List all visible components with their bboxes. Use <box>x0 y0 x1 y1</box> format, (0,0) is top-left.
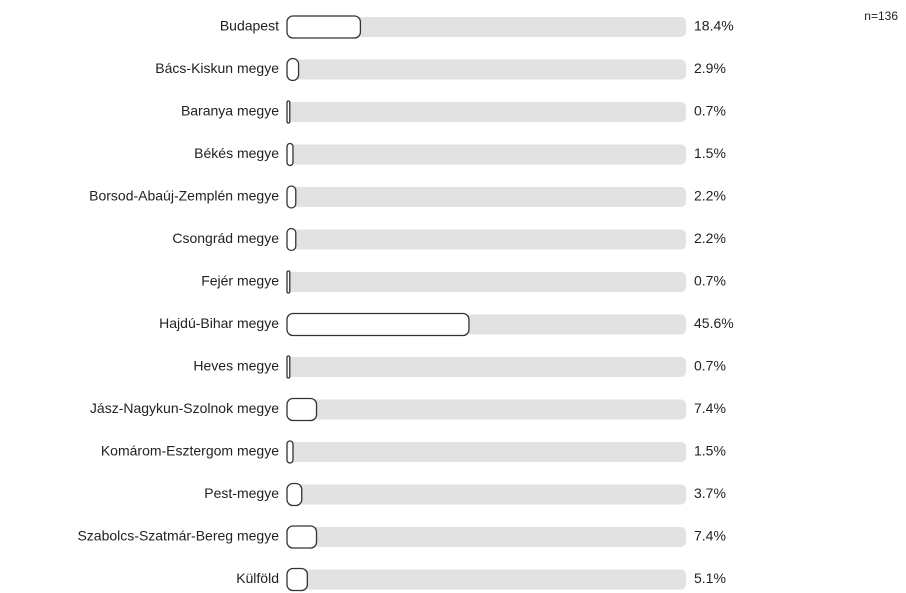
bar-track <box>287 17 686 37</box>
category-label: Hajdú-Bihar megye <box>159 315 279 331</box>
bar <box>286 355 291 379</box>
bar-track <box>287 527 686 547</box>
bar <box>286 185 297 209</box>
category-label: Külföld <box>236 570 279 586</box>
bar <box>286 142 294 167</box>
bar-track <box>287 569 686 590</box>
value-label: 5.1% <box>694 570 726 586</box>
category-label: Szabolcs-Szatmár-Bereg megye <box>77 528 279 544</box>
bar-track <box>287 357 686 377</box>
category-label: Borsod-Abaúj-Zemplén megye <box>89 188 279 204</box>
bar <box>286 525 318 549</box>
category-label: Baranya megye <box>181 103 279 119</box>
bar-track <box>287 442 686 462</box>
category-label: Bács-Kiskun megye <box>155 60 279 76</box>
category-label: Fejér megye <box>201 273 279 289</box>
value-label: 7.4% <box>694 400 726 416</box>
sample-size: n=136 <box>864 9 898 23</box>
category-label: Pest-megye <box>204 485 279 501</box>
value-label: 0.7% <box>694 103 726 119</box>
bar <box>286 57 300 82</box>
value-label: 1.5% <box>694 443 726 459</box>
category-label: Komárom-Esztergom megye <box>101 443 279 459</box>
bar-track <box>287 229 686 250</box>
category-label: Heves megye <box>193 358 279 374</box>
value-label: 2.2% <box>694 230 726 246</box>
bar <box>286 270 291 294</box>
bar-track <box>287 59 686 80</box>
bar-track <box>287 102 686 122</box>
bar-track <box>287 144 686 165</box>
bar <box>286 100 291 124</box>
value-label: 2.2% <box>694 188 726 204</box>
value-label: 45.6% <box>694 315 734 331</box>
category-label: Jász-Nagykun-Szolnok megye <box>90 400 279 416</box>
bar <box>286 482 303 507</box>
value-label: 3.7% <box>694 485 726 501</box>
bar <box>286 227 297 252</box>
category-label: Csongrád megye <box>172 230 279 246</box>
value-label: 2.9% <box>694 60 726 76</box>
bar <box>286 567 308 592</box>
value-label: 7.4% <box>694 528 726 544</box>
value-label: 0.7% <box>694 273 726 289</box>
value-label: 18.4% <box>694 18 734 34</box>
category-label: Békés megye <box>194 145 279 161</box>
bar <box>286 397 318 422</box>
bar-track <box>287 272 686 292</box>
bar-track <box>287 484 686 505</box>
value-label: 0.7% <box>694 358 726 374</box>
category-label: Budapest <box>220 18 279 34</box>
bar-track <box>287 399 686 420</box>
bar <box>286 440 294 464</box>
bar-track <box>287 187 686 207</box>
value-label: 1.5% <box>694 145 726 161</box>
bar <box>286 15 362 39</box>
bar <box>286 312 470 337</box>
